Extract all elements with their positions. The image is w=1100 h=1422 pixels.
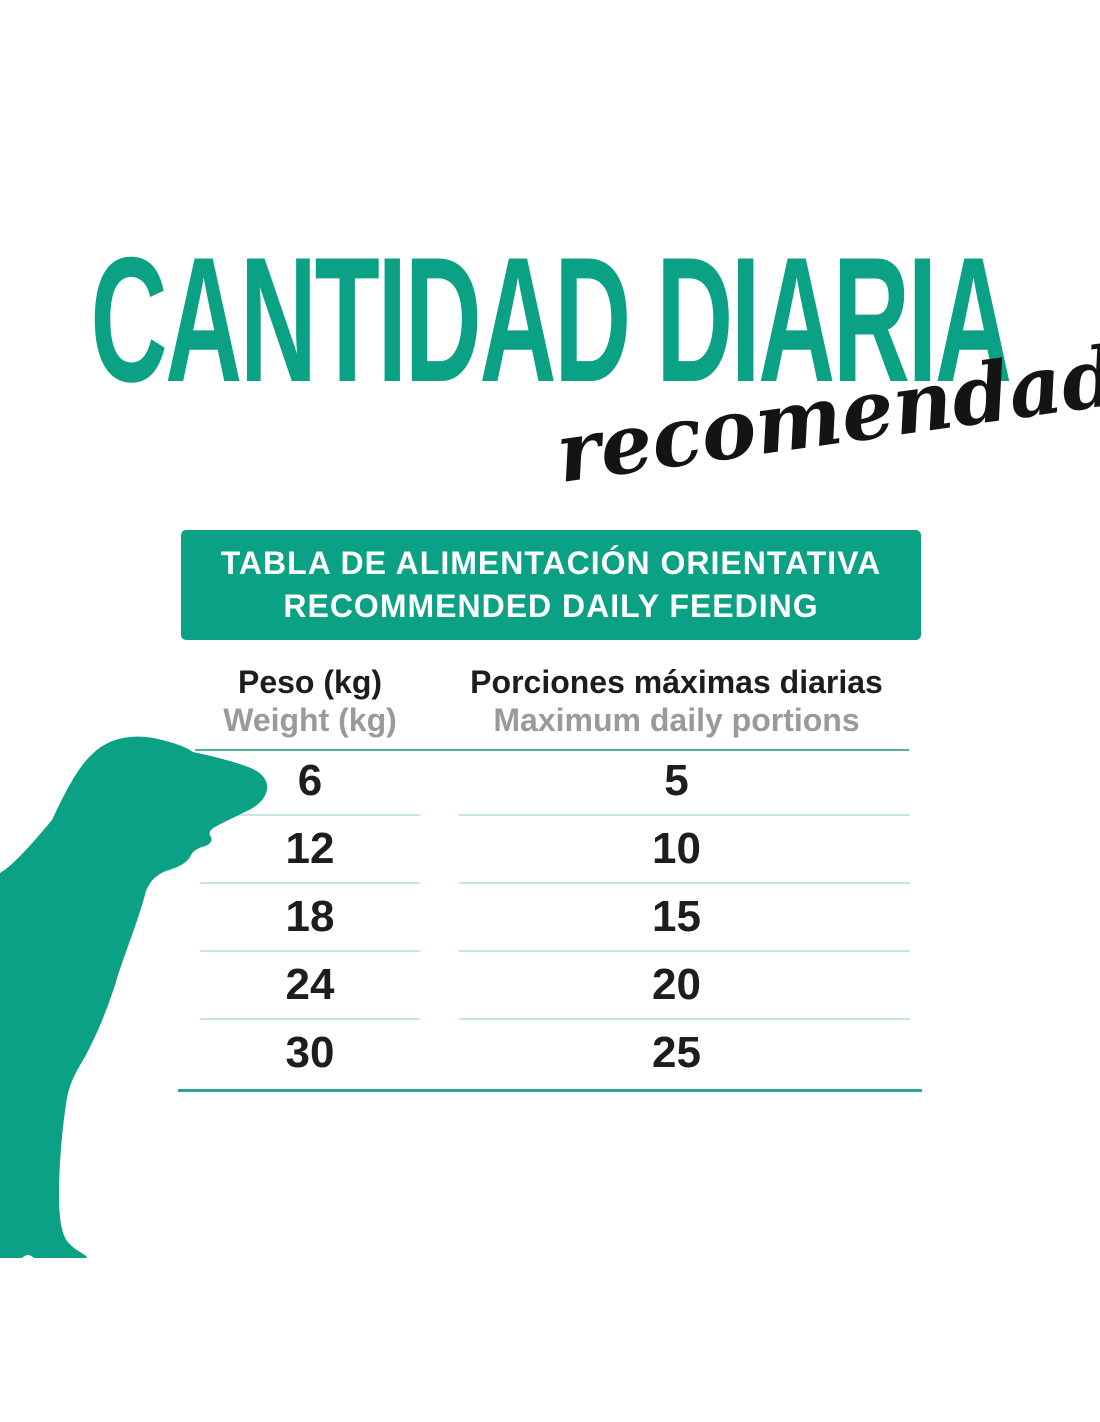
weight-value: 18 — [285, 892, 335, 941]
table-title-banner: TABLA DE ALIMENTACIÓN ORIENTATIVA RECOMM… — [181, 530, 921, 640]
portions-value: 25 — [652, 1028, 701, 1077]
table-row: 30 25 — [185, 1019, 918, 1087]
portions-header-secondary: Maximum daily portions — [493, 702, 860, 738]
row-divider — [200, 814, 910, 816]
row-divider — [200, 1018, 910, 1020]
page-title-text: CANTIDAD DIARIA — [90, 220, 1012, 419]
table-row: 24 20 — [185, 951, 918, 1019]
table-header: Peso (kg) Weight (kg) Porciones máximas … — [185, 663, 918, 739]
page-title: CANTIDAD DIARIA — [0, 220, 1100, 419]
table-row: 18 15 — [185, 883, 918, 951]
table-row: 6 5 — [185, 747, 918, 815]
portions-value: 15 — [652, 892, 701, 941]
weight-column-header: Peso (kg) Weight (kg) — [185, 663, 435, 739]
weight-value: 24 — [285, 960, 335, 1009]
portions-header-primary: Porciones máximas diarias — [470, 664, 883, 700]
dog-silhouette — [0, 736, 268, 1258]
weight-value: 12 — [285, 824, 335, 873]
banner-line-spanish: TABLA DE ALIMENTACIÓN ORIENTATIVA — [220, 545, 882, 581]
portions-value: 20 — [652, 960, 701, 1009]
row-divider — [200, 950, 910, 952]
feeding-table-body: 6 5 12 10 18 15 24 20 30 25 — [185, 747, 918, 1087]
portions-column-header: Porciones máximas diarias Maximum daily … — [435, 663, 918, 739]
weight-header-primary: Peso (kg) — [237, 664, 383, 700]
banner-line-english: RECOMMENDED DAILY FEEDING — [283, 588, 819, 624]
portions-value: 5 — [664, 756, 689, 805]
row-divider — [200, 882, 910, 884]
weight-header-secondary: Weight (kg) — [223, 702, 397, 738]
table-row: 12 10 — [185, 815, 918, 883]
header-divider-line — [195, 749, 909, 751]
weight-value: 6 — [297, 756, 323, 805]
weight-value: 30 — [285, 1028, 335, 1077]
table-bottom-line — [178, 1089, 922, 1092]
portions-value: 10 — [652, 824, 701, 873]
